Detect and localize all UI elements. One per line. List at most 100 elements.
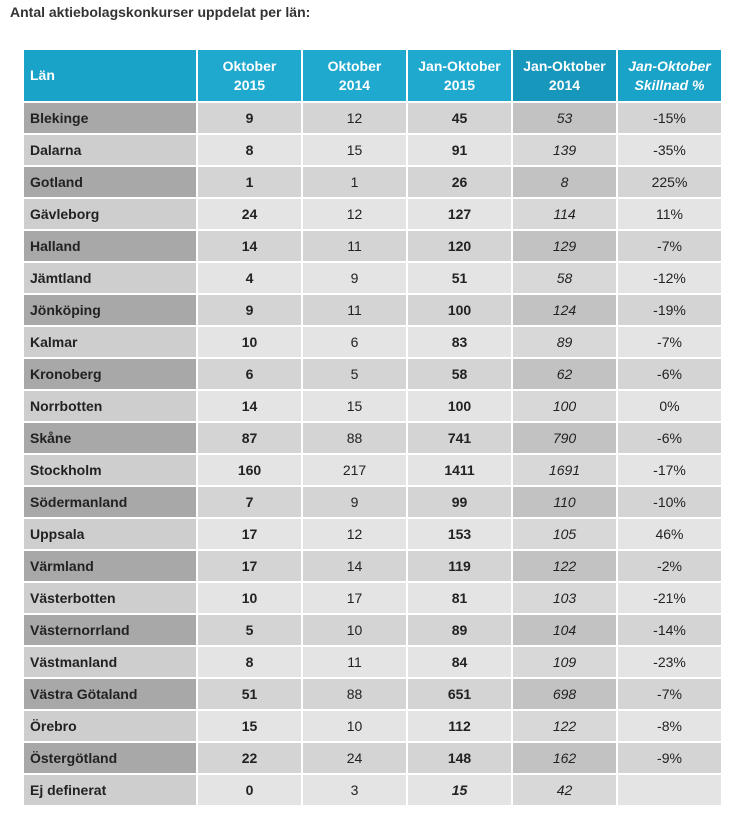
- cell-jan-oktober-2014: 89: [513, 327, 616, 357]
- cell-jan-oktober-2015: 15: [408, 775, 511, 805]
- cell-jan-oktober-2015: 84: [408, 647, 511, 677]
- cell-skillnad: -2%: [618, 551, 721, 581]
- cell-oktober-2014: 24: [303, 743, 406, 773]
- cell-lan: Kalmar: [24, 327, 196, 357]
- cell-oktober-2014: 14: [303, 551, 406, 581]
- cell-oktober-2015: 9: [198, 295, 301, 325]
- cell-oktober-2015: 10: [198, 327, 301, 357]
- cell-jan-oktober-2015: 119: [408, 551, 511, 581]
- cell-skillnad: -7%: [618, 231, 721, 261]
- cell-oktober-2014: 15: [303, 391, 406, 421]
- cell-oktober-2015: 4: [198, 263, 301, 293]
- cell-oktober-2014: 17: [303, 583, 406, 613]
- cell-lan: Norrbotten: [24, 391, 196, 421]
- header-lan: Län: [24, 50, 196, 101]
- cell-oktober-2014: 3: [303, 775, 406, 805]
- cell-lan: Västmanland: [24, 647, 196, 677]
- cell-oktober-2014: 11: [303, 647, 406, 677]
- cell-jan-oktober-2014: 122: [513, 711, 616, 741]
- table-row: Södermanland 7 9 99 110 -10%: [24, 487, 721, 517]
- cell-lan: Västernorrland: [24, 615, 196, 645]
- cell-skillnad: -14%: [618, 615, 721, 645]
- cell-oktober-2015: 10: [198, 583, 301, 613]
- cell-oktober-2015: 24: [198, 199, 301, 229]
- table-row: Västerbotten 10 17 81 103 -21%: [24, 583, 721, 613]
- cell-oktober-2014: 10: [303, 711, 406, 741]
- cell-oktober-2015: 87: [198, 423, 301, 453]
- cell-lan: Stockholm: [24, 455, 196, 485]
- header-jan-oktober-2014: Jan-Oktober 2014: [513, 50, 616, 101]
- cell-lan: Östergötland: [24, 743, 196, 773]
- cell-jan-oktober-2014: 109: [513, 647, 616, 677]
- cell-oktober-2015: 7: [198, 487, 301, 517]
- cell-lan: Uppsala: [24, 519, 196, 549]
- cell-jan-oktober-2014: 110: [513, 487, 616, 517]
- cell-oktober-2014: 217: [303, 455, 406, 485]
- cell-skillnad: -17%: [618, 455, 721, 485]
- cell-oktober-2015: 17: [198, 519, 301, 549]
- cell-jan-oktober-2015: 45: [408, 103, 511, 133]
- cell-skillnad: 46%: [618, 519, 721, 549]
- table-row: Västmanland 8 11 84 109 -23%: [24, 647, 721, 677]
- header-oktober-2015: Oktober 2015: [198, 50, 301, 101]
- cell-lan: Halland: [24, 231, 196, 261]
- cell-lan: Ej definerat: [24, 775, 196, 805]
- cell-jan-oktober-2014: 53: [513, 103, 616, 133]
- cell-oktober-2014: 5: [303, 359, 406, 389]
- cell-jan-oktober-2014: 124: [513, 295, 616, 325]
- cell-lan: Värmland: [24, 551, 196, 581]
- cell-skillnad: -6%: [618, 359, 721, 389]
- header-skillnad: Jan-Oktober Skillnad %: [618, 50, 721, 101]
- cell-jan-oktober-2015: 120: [408, 231, 511, 261]
- table-row: Kronoberg 6 5 58 62 -6%: [24, 359, 721, 389]
- cell-oktober-2014: 12: [303, 519, 406, 549]
- cell-skillnad: -10%: [618, 487, 721, 517]
- table-row: Dalarna 8 15 91 139 -35%: [24, 135, 721, 165]
- cell-skillnad: 0%: [618, 391, 721, 421]
- cell-jan-oktober-2014: 129: [513, 231, 616, 261]
- cell-jan-oktober-2015: 741: [408, 423, 511, 453]
- cell-skillnad: 225%: [618, 167, 721, 197]
- table-row: Jönköping 9 11 100 124 -19%: [24, 295, 721, 325]
- cell-skillnad: -9%: [618, 743, 721, 773]
- cell-jan-oktober-2015: 100: [408, 391, 511, 421]
- cell-jan-oktober-2014: 114: [513, 199, 616, 229]
- cell-oktober-2014: 88: [303, 679, 406, 709]
- cell-skillnad: -6%: [618, 423, 721, 453]
- cell-jan-oktober-2014: 122: [513, 551, 616, 581]
- cell-jan-oktober-2014: 42: [513, 775, 616, 805]
- cell-jan-oktober-2015: 91: [408, 135, 511, 165]
- cell-lan: Kronoberg: [24, 359, 196, 389]
- cell-skillnad: -21%: [618, 583, 721, 613]
- cell-oktober-2015: 8: [198, 135, 301, 165]
- cell-oktober-2014: 9: [303, 263, 406, 293]
- cell-lan: Dalarna: [24, 135, 196, 165]
- table-row: Ej definerat 0 3 15 42: [24, 775, 721, 805]
- cell-oktober-2014: 10: [303, 615, 406, 645]
- cell-jan-oktober-2015: 51: [408, 263, 511, 293]
- cell-oktober-2014: 12: [303, 103, 406, 133]
- table-row: Norrbotten 14 15 100 100 0%: [24, 391, 721, 421]
- cell-jan-oktober-2014: 104: [513, 615, 616, 645]
- table-row: Värmland 17 14 119 122 -2%: [24, 551, 721, 581]
- cell-skillnad: -35%: [618, 135, 721, 165]
- cell-oktober-2015: 6: [198, 359, 301, 389]
- cell-lan: Skåne: [24, 423, 196, 453]
- cell-jan-oktober-2014: 162: [513, 743, 616, 773]
- cell-oktober-2015: 9: [198, 103, 301, 133]
- cell-jan-oktober-2014: 698: [513, 679, 616, 709]
- table-row: Halland 14 11 120 129 -7%: [24, 231, 721, 261]
- cell-jan-oktober-2014: 139: [513, 135, 616, 165]
- cell-jan-oktober-2014: 100: [513, 391, 616, 421]
- cell-oktober-2015: 17: [198, 551, 301, 581]
- page-title: Antal aktiebolagskonkurser uppdelat per …: [10, 4, 311, 20]
- cell-lan: Jönköping: [24, 295, 196, 325]
- cell-oktober-2014: 11: [303, 231, 406, 261]
- cell-jan-oktober-2015: 58: [408, 359, 511, 389]
- table-row: Västra Götaland 51 88 651 698 -7%: [24, 679, 721, 709]
- table-body: Blekinge 9 12 45 53 -15% Dalarna 8 15 91 139 -35% Go…: [24, 103, 721, 805]
- cell-jan-oktober-2014: 8: [513, 167, 616, 197]
- cell-lan: Västra Götaland: [24, 679, 196, 709]
- cell-oktober-2015: 22: [198, 743, 301, 773]
- table-row: Stockholm 160 217 1411 1691 -17%: [24, 455, 721, 485]
